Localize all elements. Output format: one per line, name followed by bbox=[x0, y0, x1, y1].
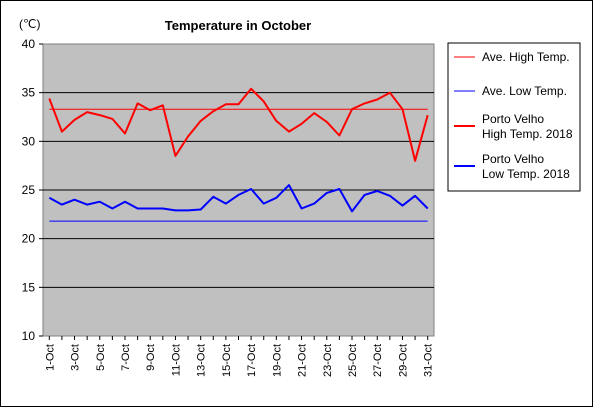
x-tick-label: 15-Oct bbox=[221, 344, 233, 377]
y-tick-label: 40 bbox=[22, 37, 36, 51]
unit-label: (℃) bbox=[19, 17, 40, 31]
legend-label: High Temp. 2018 bbox=[482, 127, 573, 141]
legend: Ave. High Temp. Ave. Low Temp. Porto Velho… bbox=[454, 50, 573, 181]
x-tick-label: 1-Oct bbox=[44, 344, 56, 371]
y-tick-label: 20 bbox=[22, 232, 36, 246]
series-line-3 bbox=[48, 87, 429, 162]
series-lines bbox=[48, 87, 429, 222]
x-tick-label: 17-Oct bbox=[246, 344, 258, 377]
legend-label: Porto Velho bbox=[482, 152, 544, 166]
x-tick-label: 21-Oct bbox=[297, 344, 309, 377]
x-tick-label: 7-Oct bbox=[120, 344, 132, 371]
x-tick-label: 11-Oct bbox=[170, 344, 182, 376]
chart-title: Temperature in October bbox=[165, 18, 311, 33]
x-tick-label: 31-Oct bbox=[423, 344, 435, 377]
y-tick-label: 25 bbox=[22, 183, 36, 197]
series-line-4 bbox=[48, 184, 429, 213]
gridlines bbox=[43, 92, 434, 288]
x-tick-label: 13-Oct bbox=[196, 344, 208, 377]
x-tick-label: 29-Oct bbox=[397, 344, 409, 377]
x-tick-label: 5-Oct bbox=[95, 344, 107, 371]
y-axis: 10 15 20 25 30 35 40 bbox=[22, 37, 43, 343]
legend-label: Porto Velho bbox=[482, 112, 544, 126]
x-tick-label: 9-Oct bbox=[145, 344, 157, 371]
legend-label: Low Temp. 2018 bbox=[482, 167, 570, 181]
x-tick-label: 19-Oct bbox=[271, 344, 283, 377]
x-tick-label: 25-Oct bbox=[347, 344, 359, 377]
y-tick-label: 30 bbox=[22, 134, 36, 148]
x-tick-label: 3-Oct bbox=[70, 344, 82, 371]
y-tick-label: 10 bbox=[22, 329, 36, 343]
legend-label: Ave. High Temp. bbox=[482, 50, 570, 64]
legend-label: Ave. Low Temp. bbox=[482, 84, 567, 98]
x-tick-label: 23-Oct bbox=[322, 344, 334, 377]
x-tick-label: 27-Oct bbox=[372, 344, 384, 377]
y-tick-label: 15 bbox=[22, 280, 36, 294]
y-tick-label: 35 bbox=[22, 86, 36, 100]
x-axis: 1-Oct 3-Oct 5-Oct 7-Oct 9-Oct 11-Oct 13-Oct 15-… bbox=[44, 336, 435, 377]
